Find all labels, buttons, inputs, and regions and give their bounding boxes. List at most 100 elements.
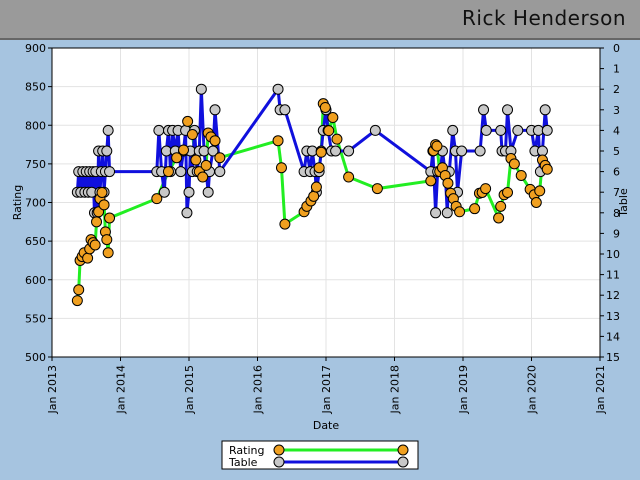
y2-tick-label: 7 — [613, 186, 620, 199]
y-tick-label: 850 — [25, 81, 46, 94]
rating-point — [515, 169, 527, 181]
legend-marker — [397, 444, 409, 456]
table-point — [214, 166, 226, 178]
table-point — [536, 145, 548, 157]
rating-point — [102, 247, 114, 259]
rating-point — [442, 177, 454, 189]
rating-point — [272, 135, 284, 147]
y2-tick-label: 11 — [606, 269, 620, 282]
y2-tick-label: 0 — [613, 42, 620, 55]
rating-point — [331, 133, 343, 145]
rating-point — [534, 185, 546, 197]
rating-point — [425, 175, 437, 187]
x-tick-label: Jan 2017 — [320, 365, 333, 414]
y2-tick-label: 14 — [606, 330, 620, 343]
rating-point — [200, 159, 212, 171]
y-tick-label: 500 — [25, 351, 46, 364]
rating-point — [308, 190, 320, 202]
table-point — [207, 145, 219, 157]
rating-point — [431, 140, 443, 152]
rating-point — [327, 112, 339, 124]
x-tick-label: Jan 2015 — [183, 365, 196, 414]
y2-tick-label: 10 — [606, 248, 620, 261]
y-tick-label: 800 — [25, 119, 46, 132]
y2-tick-label: 5 — [613, 145, 620, 158]
rating-point — [319, 101, 331, 113]
table-point — [102, 124, 114, 136]
table-point — [195, 83, 207, 95]
y2-tick-label: 15 — [606, 351, 620, 364]
legend-box — [221, 440, 419, 470]
table-point — [456, 145, 468, 157]
table-point — [175, 166, 187, 178]
table-point — [181, 207, 193, 219]
legend-marker — [397, 456, 409, 468]
rating-point — [275, 162, 287, 174]
y-tick-label: 700 — [25, 197, 46, 210]
rating-point — [469, 203, 481, 215]
rating-point — [73, 284, 85, 296]
table-point — [474, 145, 486, 157]
rating-point — [313, 162, 325, 174]
table-point — [430, 207, 442, 219]
table-point — [272, 83, 284, 95]
chart-title: Rick Henderson — [462, 6, 626, 30]
rating-point — [454, 206, 466, 218]
x-tick-label: Jan 2020 — [526, 365, 539, 414]
table-point — [512, 124, 524, 136]
table-point — [447, 124, 459, 136]
rating-point — [480, 183, 492, 195]
legend-marker — [273, 444, 285, 456]
x-tick-label: Jan 2013 — [46, 365, 59, 414]
table-point — [158, 186, 170, 198]
y2-tick-label: 9 — [613, 227, 620, 240]
legend-label: Table — [228, 456, 258, 469]
table-point — [369, 124, 381, 136]
table-point — [279, 104, 291, 116]
y-tick-label: 650 — [25, 235, 46, 248]
table-point — [480, 124, 492, 136]
rating-point — [91, 216, 103, 228]
rating-point — [178, 144, 190, 156]
rating-point — [71, 295, 83, 307]
table-point — [495, 124, 507, 136]
y-tick-label: 900 — [25, 42, 46, 55]
rating-point — [186, 129, 198, 141]
rating-point — [508, 158, 520, 170]
rating-point — [151, 193, 163, 205]
table-point — [104, 166, 116, 178]
rating-point — [182, 115, 194, 127]
legend-label: Rating — [229, 444, 264, 457]
y2-tick-label: 12 — [606, 289, 620, 302]
y-tick-label: 550 — [25, 312, 46, 325]
y2-tick-label: 1 — [613, 63, 620, 76]
y2-tick-label: 3 — [613, 104, 620, 117]
table-point — [478, 104, 490, 116]
rating-point — [96, 186, 108, 198]
rating-point — [493, 212, 505, 224]
rating-point — [171, 152, 183, 164]
table-point — [441, 207, 453, 219]
rating-point — [279, 218, 291, 230]
y-tick-label: 600 — [25, 274, 46, 287]
table-point — [343, 145, 355, 157]
table-point — [502, 104, 514, 116]
y-tick-label: 750 — [25, 158, 46, 171]
legend-marker — [273, 456, 285, 468]
rating-point — [371, 183, 383, 195]
x-tick-label: Jan 2014 — [115, 365, 128, 414]
rating-point — [162, 166, 174, 178]
table-point — [541, 124, 553, 136]
rating-point — [214, 152, 226, 164]
y-axis-label: Rating — [11, 185, 24, 220]
rating-point — [541, 163, 553, 175]
y2-tick-label: 6 — [613, 166, 620, 179]
x-tick-label: Jan 2016 — [252, 365, 265, 414]
rating-point — [101, 234, 113, 246]
y2-tick-label: 8 — [613, 207, 620, 220]
rating-point — [209, 135, 221, 147]
x-tick-label: Jan 2019 — [457, 365, 470, 414]
rating-point — [323, 125, 335, 137]
